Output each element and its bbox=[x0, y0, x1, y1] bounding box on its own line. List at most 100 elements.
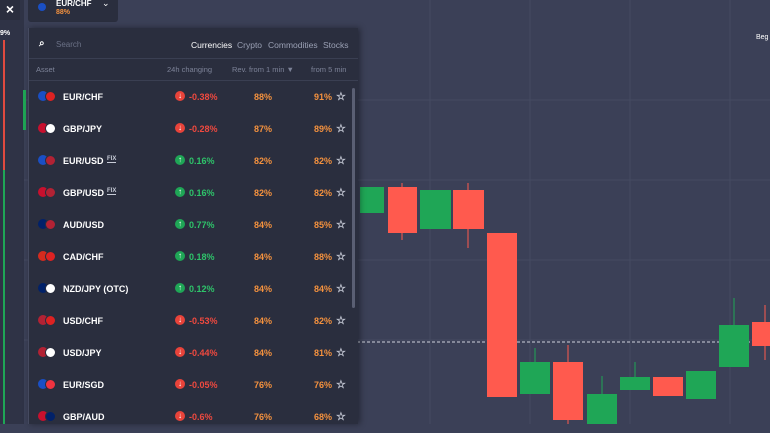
asset-row[interactable]: EUR/USD FIX ↑ 0.16% 82% 82% ☆ bbox=[29, 145, 349, 177]
asset-payout: 88% bbox=[56, 9, 71, 16]
asset-row[interactable]: CAD/CHF ↑ 0.18% 84% 88% ☆ bbox=[29, 241, 349, 273]
flag bbox=[45, 91, 56, 102]
asset-name: EUR/CHF bbox=[56, 0, 92, 8]
flag bbox=[45, 411, 56, 422]
payout-1min: 82% bbox=[254, 156, 273, 166]
flag bbox=[45, 155, 56, 166]
asset-name: GBP/JPY bbox=[63, 124, 103, 134]
left-label: 9% bbox=[0, 30, 11, 37]
asset-name: USD/JPY bbox=[63, 348, 102, 358]
column-header[interactable]: Rev. from 1 min ▼ bbox=[232, 65, 294, 74]
flag bbox=[45, 315, 56, 326]
favorite-star[interactable]: ☆ bbox=[336, 411, 346, 423]
tab[interactable]: Commodities bbox=[268, 40, 318, 50]
tab[interactable]: Crypto bbox=[237, 40, 263, 50]
fix-badge: FIX bbox=[107, 156, 117, 163]
flag bbox=[45, 283, 56, 294]
search-input[interactable]: Search bbox=[56, 40, 82, 49]
asset-name: NZD/JPY (OTC) bbox=[63, 284, 129, 294]
payout-1min: 76% bbox=[254, 412, 273, 422]
asset-row[interactable]: USD/CHF ↓ -0.53% 84% 82% ☆ bbox=[29, 305, 349, 337]
direction-icon: ↓ bbox=[175, 411, 185, 421]
asset-name: USD/CHF bbox=[63, 316, 103, 326]
asset-name: AUD/USD bbox=[63, 220, 105, 230]
favorite-star[interactable]: ☆ bbox=[336, 91, 346, 103]
change: -0.53% bbox=[189, 316, 218, 326]
payout-1min: 76% bbox=[254, 380, 273, 390]
payout-5min: 89% bbox=[314, 124, 333, 134]
flag bbox=[38, 315, 48, 325]
asset-row[interactable]: EUR/CHF ↓ -0.38% 88% 91% ☆ bbox=[29, 81, 349, 113]
flag bbox=[38, 251, 48, 261]
change: -0.6% bbox=[189, 412, 213, 422]
screen: × 9% Beg EUR/CHF 88% ⌄ ⌕ Search Currenci… bbox=[0, 0, 770, 424]
flag bbox=[38, 283, 48, 293]
favorite-star[interactable]: ☆ bbox=[336, 315, 346, 327]
flag bbox=[38, 347, 48, 357]
favorite-star[interactable]: ☆ bbox=[336, 379, 346, 391]
flag bbox=[45, 219, 56, 230]
payout-5min: 84% bbox=[314, 284, 333, 294]
payout-1min: 88% bbox=[254, 92, 273, 102]
flag bbox=[45, 187, 56, 198]
scrollbar[interactable] bbox=[352, 88, 355, 308]
payout-1min: 87% bbox=[254, 124, 273, 134]
column-header[interactable]: from 5 min bbox=[311, 65, 347, 74]
asset-row[interactable]: EUR/SGD ↓ -0.05% 76% 76% ☆ bbox=[29, 369, 349, 401]
direction-icon: ↑ bbox=[175, 155, 185, 165]
favorite-star[interactable]: ☆ bbox=[336, 155, 346, 167]
column-header[interactable]: 24h changing bbox=[167, 65, 213, 74]
change: -0.38% bbox=[189, 92, 218, 102]
favorite-star[interactable]: ☆ bbox=[336, 187, 346, 199]
asset-name: GBP/AUD bbox=[63, 412, 105, 422]
favorite-star[interactable]: ☆ bbox=[336, 251, 346, 263]
payout-1min: 84% bbox=[254, 220, 273, 230]
payout-5min: 81% bbox=[314, 348, 333, 358]
change: -0.28% bbox=[189, 124, 218, 134]
flag bbox=[38, 219, 48, 229]
direction-icon: ↓ bbox=[175, 347, 185, 357]
asset-row[interactable]: AUD/USD ↑ 0.77% 84% 85% ☆ bbox=[29, 209, 349, 241]
payout-1min: 84% bbox=[254, 252, 273, 262]
asset-row[interactable]: GBP/JPY ↓ -0.28% 87% 89% ☆ bbox=[29, 113, 349, 145]
favorite-star[interactable]: ☆ bbox=[336, 123, 346, 135]
payout-1min: 84% bbox=[254, 284, 273, 294]
payout-5min: 68% bbox=[314, 412, 333, 422]
direction-icon: ↑ bbox=[175, 187, 185, 197]
flag bbox=[38, 379, 48, 389]
tab[interactable]: Currencies bbox=[191, 40, 233, 50]
direction-icon: ↑ bbox=[175, 251, 185, 261]
asset-name: EUR/CHF bbox=[63, 92, 103, 102]
asset-selector[interactable]: EUR/CHF 88% ⌄ bbox=[28, 0, 118, 22]
favorite-star[interactable]: ☆ bbox=[336, 283, 346, 295]
direction-icon: ↓ bbox=[175, 91, 185, 101]
payout-1min: 82% bbox=[254, 188, 273, 198]
tab[interactable]: Stocks bbox=[323, 40, 349, 50]
change: 0.77% bbox=[189, 220, 215, 230]
asset-name: EUR/SGD bbox=[63, 380, 105, 390]
flag bbox=[38, 155, 48, 165]
payout-1min: 84% bbox=[254, 316, 273, 326]
asset-name: EUR/USD bbox=[63, 156, 104, 166]
asset-name: GBP/USD bbox=[63, 188, 105, 198]
direction-icon: ↓ bbox=[175, 315, 185, 325]
payout-1min: 84% bbox=[254, 348, 273, 358]
change: -0.05% bbox=[189, 380, 218, 390]
favorite-star[interactable]: ☆ bbox=[336, 347, 346, 359]
fix-badge: FIX bbox=[107, 188, 117, 195]
direction-icon: ↑ bbox=[175, 219, 185, 229]
close-button[interactable]: × bbox=[0, 0, 20, 20]
favorite-star[interactable]: ☆ bbox=[336, 219, 346, 231]
divider bbox=[29, 58, 358, 59]
asset-row[interactable]: USD/JPY ↓ -0.44% 84% 81% ☆ bbox=[29, 337, 349, 369]
change: 0.16% bbox=[189, 156, 215, 166]
change: 0.12% bbox=[189, 284, 215, 294]
asset-row[interactable]: GBP/USD FIX ↑ 0.16% 82% 82% ☆ bbox=[29, 177, 349, 209]
flag bbox=[45, 251, 56, 262]
divider bbox=[29, 80, 358, 81]
asset-row[interactable]: GBP/AUD ↓ -0.6% 76% 68% ☆ bbox=[29, 401, 349, 433]
asset-row[interactable]: NZD/JPY (OTC) ↑ 0.12% 84% 84% ☆ bbox=[29, 273, 349, 305]
direction-icon: ↓ bbox=[175, 123, 185, 133]
column-header: Asset bbox=[36, 65, 55, 74]
flag bbox=[38, 187, 48, 197]
